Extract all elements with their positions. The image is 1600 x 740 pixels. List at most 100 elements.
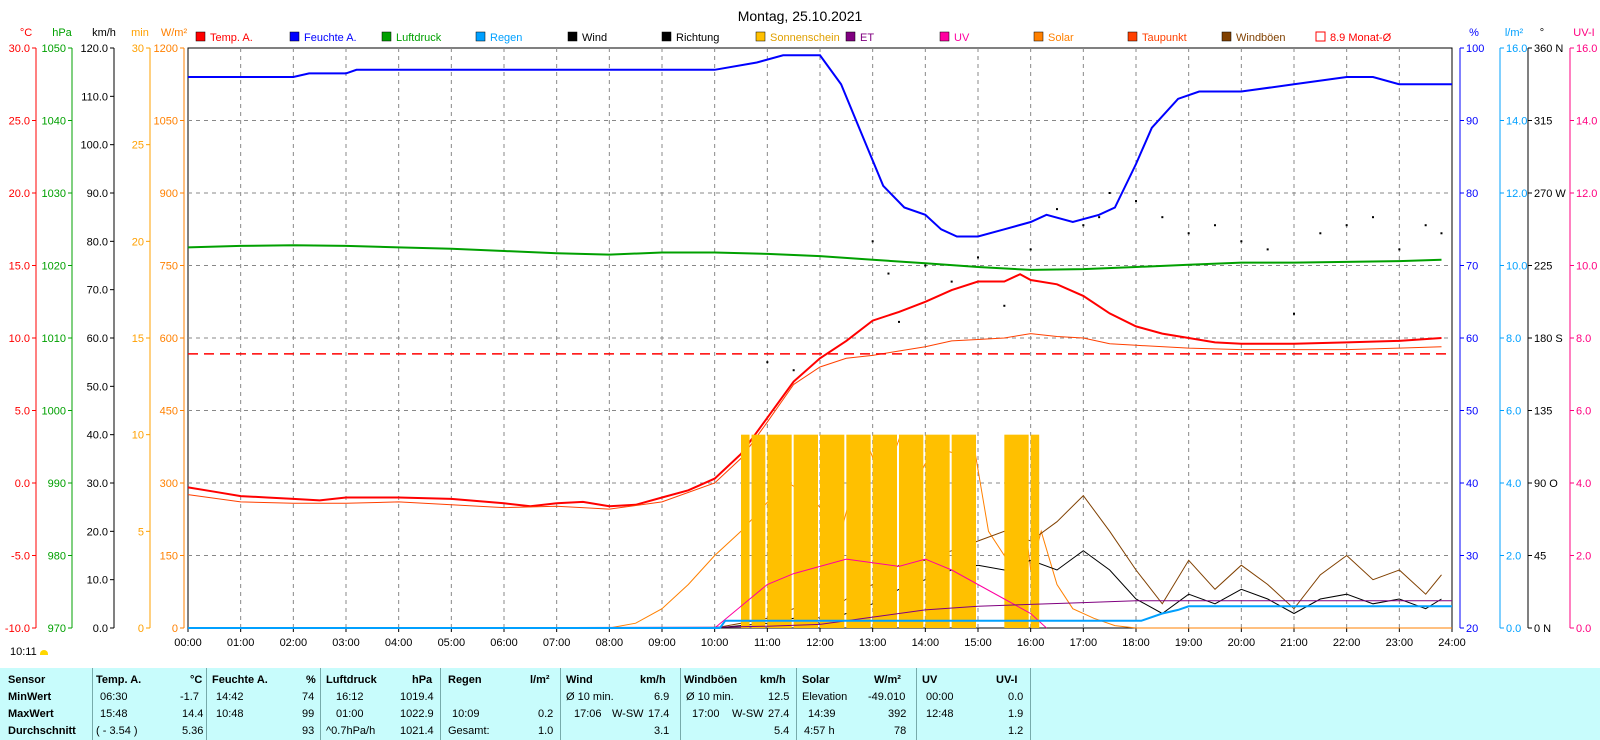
wind-unit: km/h	[640, 674, 666, 686]
axis-tick-label: 10	[132, 430, 144, 442]
axis-tick-label: 1000	[42, 406, 66, 418]
axis-unit-label: °C	[20, 27, 32, 39]
grid	[188, 48, 1452, 628]
sunshine-bar	[1004, 434, 1029, 628]
legend-swatch	[1033, 31, 1044, 42]
gusts-min: 12.5	[768, 691, 790, 703]
uv-header: UV	[922, 674, 938, 686]
sunshine-bar	[767, 434, 792, 628]
row-label-sensor: Sensor	[8, 674, 46, 686]
axis-tick-label: 50	[1466, 406, 1478, 418]
axis-tick-label: 2.0	[1506, 551, 1521, 563]
axis-tick-label: 5	[138, 526, 144, 538]
wind-header: Wind	[566, 674, 593, 686]
humidity-header: Feuchte A.	[212, 674, 268, 686]
x-tick-label: 23:00	[1386, 637, 1414, 649]
rain-avg-note: Gesamt:	[448, 725, 490, 737]
legend-swatch	[381, 31, 392, 42]
axis-tick-label: 120.0	[80, 43, 108, 55]
axis-tick-label: 25.0	[9, 116, 30, 128]
legend-swatch	[1221, 31, 1232, 42]
legend-label: Luftdruck	[396, 32, 442, 44]
axis-tick-label: -10.0	[5, 623, 30, 635]
axis-tick-label: 60.0	[87, 333, 108, 345]
direction-point	[1056, 208, 1058, 211]
legend-swatch	[289, 31, 300, 42]
gusts-max-time: 17:00	[692, 708, 720, 720]
direction-point	[1240, 240, 1243, 243]
axis-unit-label: l/m²	[1505, 27, 1524, 39]
wind-min: 6.9	[654, 691, 670, 703]
x-tick-label: 09:00	[648, 637, 676, 649]
rain-avg: 1.0	[538, 725, 554, 737]
solar-avg-note: 4:57 h	[804, 725, 835, 737]
update-time: 10:11	[10, 646, 48, 658]
temp-max: 14.4	[182, 708, 204, 720]
axis-tick-label: 600	[160, 333, 178, 345]
row-label-max: MaxWert	[8, 708, 54, 720]
humidity-max: 99	[302, 708, 315, 720]
uv-max: 1.9	[1008, 708, 1024, 720]
legend-label: Regen	[490, 32, 522, 44]
axis-tick-label: 8.0	[1576, 333, 1591, 345]
pressure-min: 1019.4	[400, 691, 434, 703]
axis-tick-label: 50.0	[87, 381, 108, 393]
legend-label: UV	[954, 32, 970, 44]
axis-tick-label: 45	[1534, 551, 1546, 563]
axis-tick-label: 30.0	[9, 43, 30, 55]
gusts-max-dir: W-SW	[732, 708, 764, 720]
direction-point	[1161, 216, 1164, 219]
axis-tick-label: 0	[172, 623, 178, 635]
series-line-regen	[188, 605, 1452, 629]
series-layer	[187, 54, 1452, 629]
axis-tick-label: 90.0	[87, 188, 108, 200]
pressure-unit: hPa	[412, 674, 433, 686]
pressure-avg-note: ^0.7hPa/h	[326, 725, 376, 737]
axis-tick-label: 70	[1466, 261, 1478, 273]
direction-point	[1135, 200, 1137, 203]
axis-tick-label: 315	[1534, 116, 1552, 128]
axis-tick-label: 750	[160, 261, 178, 273]
series-line-temp-a-	[187, 273, 1442, 508]
axis-unit-label: min	[131, 27, 149, 39]
x-tick-label: 08:00	[596, 637, 624, 649]
axis-unit-label: %	[1469, 27, 1479, 39]
direction-point	[792, 369, 795, 372]
direction-point	[887, 272, 890, 275]
pressure-avg: 1021.4	[400, 725, 434, 737]
axis-unit-label: UV-I	[1573, 27, 1594, 39]
gusts-header: Windböen	[684, 674, 738, 686]
row-label-min: MinWert	[8, 691, 52, 703]
axis-tick-label: 1050	[154, 116, 178, 128]
x-tick-label: 10:00	[701, 637, 729, 649]
axis-tick-label: 30	[132, 43, 144, 55]
axis-units: °C hPa km/h min W/m²% l/m² ° UV-I	[20, 27, 1595, 39]
axis-tick-label: 70.0	[87, 285, 108, 297]
axis-tick-label: 300	[160, 478, 178, 490]
legend-swatch	[567, 31, 578, 42]
chart-title: Montag, 25.10.2021	[738, 8, 863, 24]
wind-max-time: 17:06	[574, 708, 602, 720]
direction-point	[1345, 224, 1348, 227]
pressure-min-time: 16:12	[336, 691, 364, 703]
direction-point	[898, 320, 900, 323]
axis-tick-label: 270 W	[1534, 188, 1566, 200]
x-tick-label: 15:00	[964, 637, 992, 649]
x-tick-label: 07:00	[543, 637, 571, 649]
axis-unit-label: W/m²	[161, 27, 188, 39]
temp-max-time: 15:48	[100, 708, 128, 720]
axis-tick-label: 135	[1534, 406, 1552, 418]
legend-swatch	[755, 31, 766, 42]
series-line-taupunkt	[187, 333, 1442, 510]
solar-min: -49.010	[868, 691, 906, 703]
axis-tick-label: 5.0	[15, 406, 30, 418]
axis-tick-label: 10.0	[9, 333, 30, 345]
direction-point	[1440, 232, 1443, 235]
axis-tick-label: 40	[1466, 478, 1478, 490]
axis-tick-label: 6.0	[1506, 406, 1521, 418]
axis-tick-label: 180 S	[1534, 333, 1563, 345]
axis-unit-label: °	[1540, 27, 1544, 39]
temp-min-time: 06:30	[100, 691, 128, 703]
legend-label: 8.9 Monat-Ø	[1330, 32, 1392, 44]
axis-tick-label: 970	[48, 623, 66, 635]
